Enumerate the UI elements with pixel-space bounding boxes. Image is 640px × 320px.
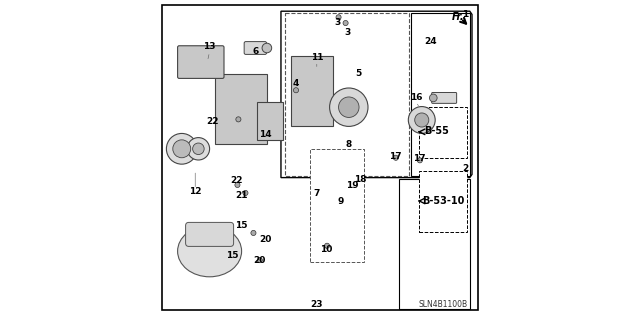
Text: 1: 1 [463,10,468,19]
Text: 15: 15 [236,221,248,230]
Text: 7: 7 [314,189,320,198]
Text: 14: 14 [259,130,272,139]
Circle shape [193,143,204,155]
Circle shape [166,133,197,164]
Circle shape [417,158,422,163]
Text: 12: 12 [189,188,202,196]
Text: 22: 22 [207,117,219,126]
Circle shape [235,182,240,188]
Text: B-55: B-55 [424,126,449,136]
FancyBboxPatch shape [178,46,224,78]
Circle shape [173,140,191,158]
FancyBboxPatch shape [257,102,283,140]
Circle shape [336,15,341,20]
FancyBboxPatch shape [215,74,267,144]
FancyBboxPatch shape [419,171,467,232]
Bar [399,179,470,309]
Text: 9: 9 [338,197,344,206]
Circle shape [339,97,359,117]
Circle shape [257,258,262,263]
Text: 11: 11 [310,53,323,62]
Text: 3: 3 [344,28,350,36]
FancyBboxPatch shape [310,149,364,262]
Circle shape [330,88,368,126]
Circle shape [324,243,330,248]
Circle shape [429,94,437,102]
Text: Fr.: Fr. [452,12,465,22]
Text: 8: 8 [346,140,352,148]
FancyBboxPatch shape [432,92,457,103]
Text: 17: 17 [413,154,426,163]
Text: 15: 15 [226,252,238,260]
Text: 17: 17 [389,152,401,161]
Circle shape [293,88,298,93]
Text: 13: 13 [204,42,216,51]
Circle shape [188,138,210,160]
FancyBboxPatch shape [186,222,234,246]
Text: 10: 10 [320,245,333,254]
FancyBboxPatch shape [291,56,333,126]
Text: 24: 24 [424,37,436,46]
Text: 19: 19 [346,181,358,190]
FancyBboxPatch shape [244,42,267,54]
Text: 6: 6 [253,47,259,56]
Text: 20: 20 [259,236,272,244]
Text: 3: 3 [335,18,340,27]
Circle shape [251,230,256,236]
Text: SLN4B1100B: SLN4B1100B [419,300,468,309]
Circle shape [243,190,248,196]
Circle shape [262,43,272,53]
FancyBboxPatch shape [419,107,467,158]
Text: 23: 23 [310,300,323,309]
Text: B-53-10: B-53-10 [422,196,464,206]
Circle shape [408,107,435,133]
Text: 16: 16 [410,93,422,102]
Text: 20: 20 [253,256,266,265]
Text: 21: 21 [236,191,248,200]
Text: 18: 18 [354,175,366,184]
Circle shape [415,113,429,127]
Ellipse shape [178,226,242,277]
Circle shape [236,117,241,122]
Text: 4: 4 [293,79,299,88]
Text: 22: 22 [230,176,243,185]
Circle shape [343,20,348,26]
Text: 2: 2 [463,164,468,172]
Circle shape [393,155,398,160]
Text: 5: 5 [355,69,362,78]
